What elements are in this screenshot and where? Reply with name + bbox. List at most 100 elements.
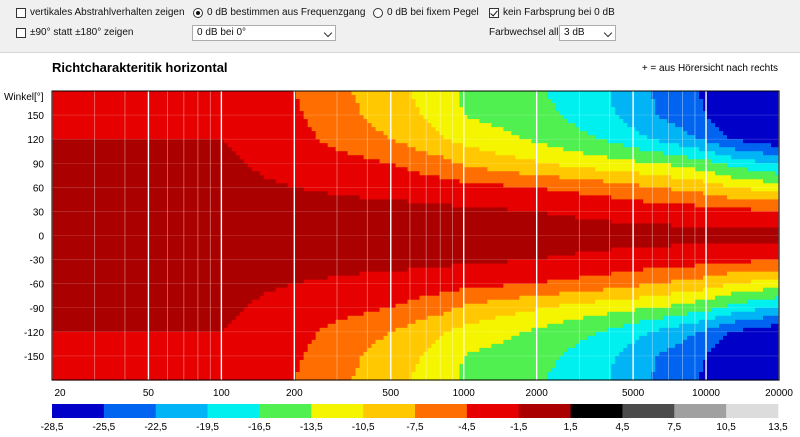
heatmap-cell <box>427 159 433 164</box>
heatmap-cell <box>647 167 652 172</box>
heatmap-cell <box>155 91 161 96</box>
heatmap-cell <box>511 123 516 128</box>
heatmap-cell <box>543 135 548 140</box>
heatmap-cell <box>575 131 580 136</box>
heatmap-cell <box>427 139 433 144</box>
heatmap-cell <box>563 91 568 96</box>
heatmap-cell <box>131 159 137 164</box>
heatmap-cell <box>459 103 465 108</box>
zero-db-select[interactable]: 0 dB bei 0° <box>192 25 336 41</box>
heatmap-cell <box>423 99 429 104</box>
heatmap-cell <box>639 191 644 196</box>
no-jump-checkbox[interactable] <box>489 7 499 18</box>
heatmap-cell <box>87 195 93 200</box>
heatmap-cell <box>591 111 596 116</box>
heatmap-cell <box>119 143 125 148</box>
heatmap-cell <box>283 123 289 128</box>
heatmap-cell <box>275 191 281 196</box>
heatmap-cell <box>63 139 69 144</box>
radio-frequency-button[interactable] <box>193 7 203 18</box>
heatmap-cell <box>411 171 417 176</box>
heatmap-cell <box>467 115 473 120</box>
heatmap-cell <box>495 151 500 156</box>
heatmap-cell <box>311 167 317 172</box>
heatmap-cell <box>351 111 357 116</box>
heatmap-cell <box>99 179 105 184</box>
heatmap-cell <box>699 95 704 100</box>
heatmap-cell <box>491 163 496 168</box>
heatmap-cell <box>159 99 165 104</box>
heatmap-cell <box>691 95 696 100</box>
heatmap-cell <box>635 191 640 196</box>
heatmap-cell <box>135 131 141 136</box>
heatmap-cell <box>483 183 488 188</box>
heatmap-cell <box>707 183 712 188</box>
radio-fixed-button[interactable] <box>373 7 383 18</box>
range-toggle[interactable]: ±90° statt ±180° zeigen <box>16 27 133 38</box>
heatmap-cell <box>583 135 588 140</box>
heatmap-cell <box>323 115 329 120</box>
vertical-checkbox[interactable] <box>16 7 26 18</box>
heatmap-cell <box>143 91 149 96</box>
heatmap-cell <box>503 103 508 108</box>
heatmap-cell <box>331 123 337 128</box>
heatmap-cell <box>595 183 600 188</box>
heatmap-cell <box>119 151 125 156</box>
heatmap-cell <box>711 187 716 192</box>
heatmap-cell <box>719 135 724 140</box>
heatmap-cell <box>263 191 269 196</box>
heatmap-cell <box>515 147 520 152</box>
heatmap-cell <box>731 91 736 96</box>
heatmap-cell <box>763 111 768 116</box>
heatmap-cell <box>411 163 417 168</box>
heatmap-cell <box>451 191 457 196</box>
heatmap-cell <box>171 163 177 168</box>
heatmap-cell <box>635 179 640 184</box>
heatmap-cell <box>91 191 97 196</box>
heatmap-cell <box>91 99 97 104</box>
heatmap-cell <box>547 151 552 156</box>
heatmap-cell <box>215 139 221 144</box>
heatmap-cell <box>451 95 457 100</box>
heatmap-cell <box>667 135 672 140</box>
heatmap-cell <box>383 127 389 132</box>
range-checkbox[interactable] <box>16 27 26 38</box>
color-step-select[interactable]: 3 dB <box>559 25 616 41</box>
heatmap-cell <box>599 123 604 128</box>
heatmap-cell <box>463 107 469 112</box>
heatmap-cell <box>659 139 664 144</box>
heatmap-cell <box>52 107 57 112</box>
heatmap-cell <box>147 155 153 160</box>
heatmap-cell <box>187 95 193 100</box>
heatmap-cell <box>167 195 173 200</box>
heatmap-cell <box>639 187 644 192</box>
heatmap-cell <box>239 103 245 108</box>
heatmap-cell <box>651 191 656 196</box>
heatmap-cell <box>175 167 181 172</box>
vertical-toggle[interactable]: vertikales Abstrahlverhalten zeigen <box>16 7 185 18</box>
heatmap-cell <box>471 187 477 192</box>
heatmap-cell <box>707 91 712 96</box>
heatmap-cell <box>239 155 245 160</box>
heatmap-cell <box>87 175 93 180</box>
radio-frequency[interactable]: 0 dB bestimmen aus Frequenzgang <box>193 7 365 18</box>
heatmap-cell <box>287 163 293 168</box>
heatmap-cell <box>115 187 121 192</box>
heatmap-cell <box>395 179 401 184</box>
heatmap-cell <box>159 163 165 168</box>
heatmap-cell <box>147 127 153 132</box>
heatmap-cell <box>643 175 648 180</box>
heatmap-cell <box>767 195 772 200</box>
heatmap-cell <box>79 191 85 196</box>
heatmap-cell <box>227 147 233 152</box>
heatmap-cell <box>619 171 624 176</box>
heatmap-cell <box>59 147 65 152</box>
heatmap-cell <box>571 135 576 140</box>
no-jump-toggle[interactable]: kein Farbsprung bei 0 dB <box>489 7 615 18</box>
heatmap-cell <box>423 187 429 192</box>
heatmap-cell <box>123 187 129 192</box>
heatmap-cell <box>503 135 508 140</box>
radio-fixed[interactable]: 0 dB bei fixem Pegel <box>373 7 479 18</box>
heatmap-cell <box>735 143 740 148</box>
heatmap-cell <box>307 115 313 120</box>
